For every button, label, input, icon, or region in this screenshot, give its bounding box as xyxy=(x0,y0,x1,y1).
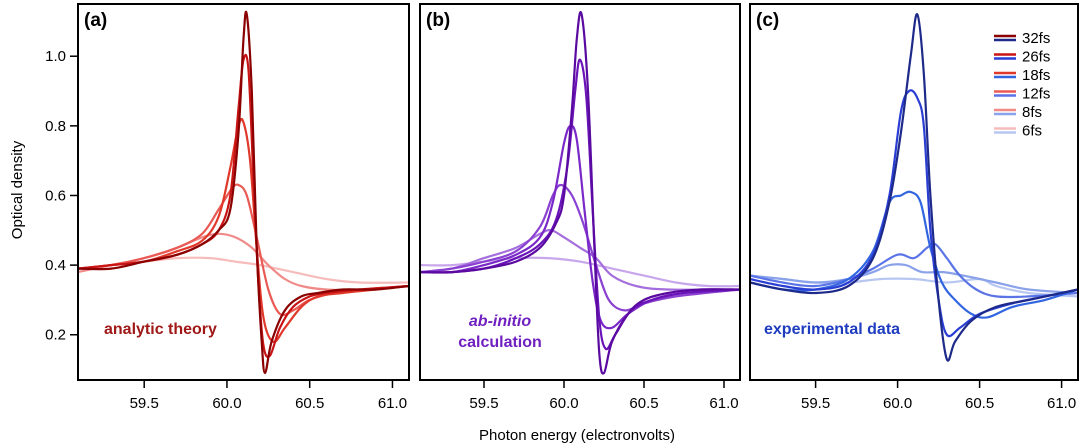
x-tick-label: 60.0 xyxy=(883,395,912,412)
series-line-26fs xyxy=(78,53,409,359)
x-tick-label: 60.5 xyxy=(965,395,994,412)
series-line-12fs xyxy=(78,183,409,317)
panel-annotation: ab-initio xyxy=(469,313,531,330)
y-tick-label: 0.6 xyxy=(45,187,66,204)
panel-a: 59.5 60.0 60.5 61.0 (a) analytic theory xyxy=(77,3,410,412)
series-group xyxy=(420,11,740,375)
x-axis: 59.5 60.0 60.5 61.0 xyxy=(801,380,1076,412)
x-axis: 59.5 60.0 60.5 61.0 xyxy=(469,380,739,412)
panel-frame xyxy=(77,3,410,381)
panel-c: 59.5 60.0 60.5 61.0 (c) experimental data xyxy=(749,3,1079,412)
legend-item: 6fs xyxy=(994,123,1042,140)
panel-annotation: calculation xyxy=(458,334,542,351)
legend-label: 12fs xyxy=(1022,86,1050,103)
panels-layer: 59.5 60.0 60.5 61.0 (a) analytic theory 59.5 60… xyxy=(77,3,1079,412)
panel-frame xyxy=(419,3,741,381)
panel-label: (b) xyxy=(426,10,450,31)
panel-frame xyxy=(749,3,1079,381)
series-line-18fs xyxy=(78,117,409,343)
x-tick-label: 59.5 xyxy=(130,395,159,412)
panel-label: (a) xyxy=(84,10,107,31)
legend-label: 26fs xyxy=(1022,49,1050,66)
y-tick-label: 0.4 xyxy=(45,257,66,274)
panel-b: 59.5 60.0 60.5 61.0 (b) ab-initio calculation xyxy=(419,3,741,412)
series-line-32fs xyxy=(750,13,1078,362)
panel-annotation: analytic theory xyxy=(104,321,217,338)
axes-layer: 0.2 0.4 0.6 0.8 1.0 xyxy=(45,48,78,344)
y-axis: 0.2 0.4 0.6 0.8 1.0 xyxy=(45,48,78,344)
x-tick-label: 61.0 xyxy=(1047,395,1076,412)
series-line-12fs xyxy=(750,242,1078,299)
series-line-8fs xyxy=(750,263,1078,295)
y-tick-label: 1.0 xyxy=(45,48,66,65)
x-tick-label: 59.5 xyxy=(469,395,498,412)
legend-label: 18fs xyxy=(1022,67,1050,84)
x-axis: 59.5 60.0 60.5 61.0 xyxy=(130,380,407,412)
x-tick-label: 61.0 xyxy=(709,395,738,412)
panel-annotation: experimental data xyxy=(764,321,900,338)
x-tick-label: 60.5 xyxy=(629,395,658,412)
x-tick-label: 61.0 xyxy=(378,395,407,412)
series-line-32fs xyxy=(420,11,740,375)
legend-item: 18fs xyxy=(994,67,1050,84)
x-tick-label: 60.0 xyxy=(212,395,241,412)
legend-item: 8fs xyxy=(994,104,1042,121)
y-tick-label: 0.2 xyxy=(45,327,66,344)
series-line-32fs xyxy=(78,10,409,375)
x-tick-label: 60.0 xyxy=(549,395,578,412)
series-line-18fs xyxy=(420,124,740,330)
legend-label: 8fs xyxy=(1022,104,1042,121)
x-tick-label: 60.5 xyxy=(295,395,324,412)
legend-label: 6fs xyxy=(1022,123,1042,140)
series-group xyxy=(78,10,409,375)
y-axis-title: Optical density xyxy=(9,140,26,239)
y-tick-label: 0.8 xyxy=(45,118,66,135)
legend-item: 12fs xyxy=(994,86,1050,103)
legend-item: 26fs xyxy=(994,49,1050,66)
series-line-18fs xyxy=(750,190,1078,319)
x-tick-label: 59.5 xyxy=(801,395,830,412)
legend-item: 32fs xyxy=(994,30,1050,47)
panel-label: (c) xyxy=(756,10,779,31)
series-line-8fs xyxy=(420,229,740,291)
x-axis-title: Photon energy (electronvolts) xyxy=(479,427,675,444)
legend-label: 32fs xyxy=(1022,30,1050,47)
series-line-26fs xyxy=(420,58,740,351)
series-group xyxy=(750,13,1078,362)
series-line-6fs xyxy=(420,256,740,288)
